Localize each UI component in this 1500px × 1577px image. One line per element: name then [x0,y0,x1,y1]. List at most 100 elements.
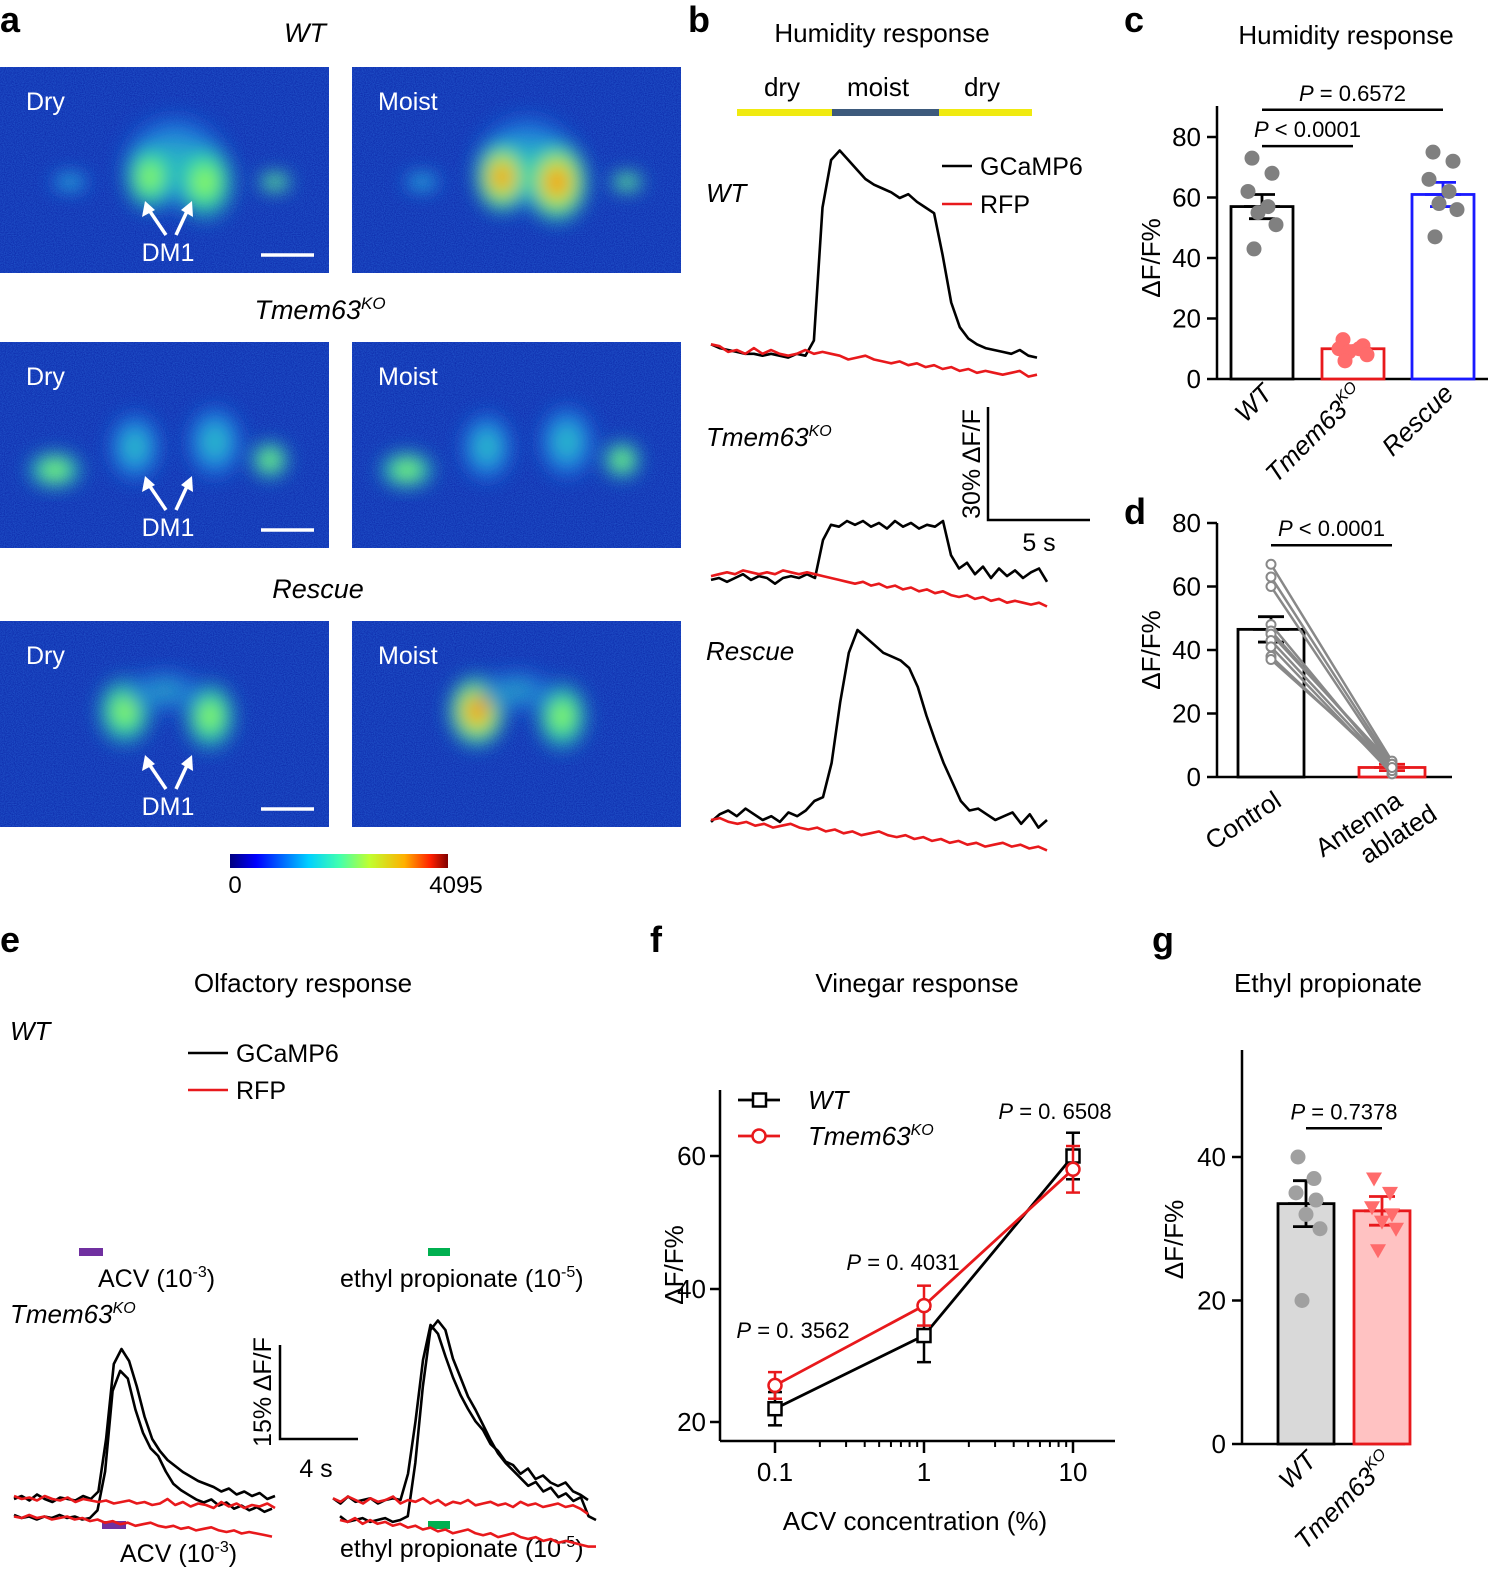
glomerulus-ring [120,666,210,716]
y-tick-label: 40 [677,1274,706,1304]
x-tick-label: Rescue [1376,378,1460,462]
panel-letter: g [1152,919,1174,960]
imaging-noise [0,621,329,827]
x-tick-label: Antennaablated [1310,773,1442,888]
imaging-frame: Moist [352,342,681,548]
arrow-head [181,755,193,771]
scale-bar-y-label: 30% ΔF/F [958,409,986,519]
imaging-signal [375,400,644,492]
p-symbol: P [736,1318,751,1343]
imaging-signal [48,107,295,227]
label-main: WT [808,1085,851,1115]
label-dry: Dry [26,363,65,391]
data-point [1374,1215,1390,1230]
data-point [1240,183,1256,199]
data-point [1364,1201,1380,1216]
p-symbol: P [998,1099,1013,1124]
y-tick-label: 0 [1187,364,1201,394]
data-point [1386,761,1398,773]
trace-rfp [710,343,1038,378]
data-point [1445,153,1461,169]
x-axis-label: ACV concentration (%) [783,1506,1047,1536]
stim-exp: -3 [214,1539,228,1556]
data-point [1384,1208,1400,1223]
p-text: < 0.0001 [1293,516,1385,541]
p-value: P < 0.0001 [1254,117,1361,142]
y-tick-label: 40 [1172,635,1201,665]
glomerulus-side [607,170,647,194]
x-tick-label: Control [1200,785,1287,856]
imaging-signal [93,666,240,756]
row-label-wt: WT [10,1016,53,1046]
panel-letter: b [688,0,710,40]
paired-line [1269,563,1394,762]
stim-bar-ep [428,1521,450,1529]
glomerulus-side [600,438,644,482]
data-point [1246,241,1262,257]
stim-label-acv: ACV (10-3) [120,1539,237,1568]
x-tick-label: WT [1228,377,1279,428]
scale-bar-y-label: 15% ΔF/F [249,1337,277,1447]
stim-text: ACV (10 [120,1540,214,1568]
data-point [1265,581,1277,592]
data-point [1298,1206,1314,1222]
trace-gcamp [13,1347,276,1504]
data-point [1421,171,1437,187]
panel-letter: e [0,919,20,960]
bar [1352,1209,1412,1446]
data-point [1312,1221,1328,1237]
chart-title: Humidity response [1238,20,1453,50]
y-tick-label: 20 [1172,304,1201,334]
label-moist: Moist [378,642,438,670]
label-main: WT [1228,377,1279,428]
scale-bar [278,1345,358,1441]
paired-line [1269,576,1394,765]
stim-exp: -5 [561,1264,575,1281]
label-main: WT [1272,1444,1323,1495]
imaging-frame: Dry DM1 [0,342,329,548]
trace-gcamp [332,1323,589,1505]
paired-line [1269,585,1394,769]
arrow-head [181,476,193,492]
p-value: P = 0.6572 [1299,81,1406,106]
row-label-rescue: Rescue [706,636,794,666]
arrow-head [142,201,155,217]
arrow-head [142,755,155,771]
imaging-signal [445,666,592,756]
data-point [1388,1222,1404,1237]
phase-label-dry-2: dry [964,72,1000,102]
glomerulus-left [472,137,532,217]
panel-g: g Ethyl propionate 0 20 40 ΔF/F% P = 0.7378 WT… [1152,919,1422,1555]
trace-gcamp [13,1369,273,1521]
data-point [1427,229,1443,245]
phase-bar-dry-2 [939,109,1032,116]
data-point [1359,347,1375,363]
data-point [1370,1244,1386,1259]
legend-marker [751,1128,767,1144]
paired-line [1270,658,1393,769]
p-text: = 0.6572 [1314,81,1406,106]
data-point [1337,353,1353,369]
stim-label-acv: ACV (10-3) [98,1264,215,1293]
row-title-rescue: Rescue [272,574,364,604]
y-tick-label: 60 [1172,572,1201,602]
bar [1229,205,1295,381]
trace-rfp [710,569,1048,608]
y-axis-label: ΔF/F% [1159,1200,1189,1279]
stim-close: ) [575,1265,583,1293]
row-title-ko: Tmem63KO [254,294,385,325]
panel-c: c Humidity response 0 20 40 60 80 ΔF/F% P < 0.0… [1124,0,1488,488]
p-text: = 0. 3562 [751,1318,849,1343]
data-point [1265,558,1277,570]
data-point [916,1327,932,1344]
p-value: P = 0. 3562 [736,1318,849,1343]
y-tick-label: 20 [1197,1286,1226,1316]
imaging-frame: Dry DM1 [0,621,329,827]
row-label-ko: Tmem63KO [10,1299,136,1329]
data-point [1425,144,1441,160]
imaging-signal [400,107,647,227]
glomerulus-side [255,170,295,194]
arrow-head [181,201,193,217]
data-point [1065,1161,1081,1178]
p-text: = 0. 6508 [1013,1099,1111,1124]
